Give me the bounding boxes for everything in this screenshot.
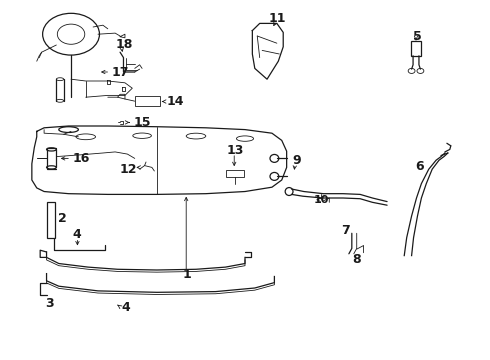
Bar [47, 202, 55, 238]
Text: 17: 17 [112, 66, 129, 78]
Text: 12: 12 [120, 163, 138, 176]
Text: 7: 7 [341, 224, 350, 237]
Bar [135, 96, 160, 106]
Text: 16: 16 [73, 152, 90, 165]
Text: 5: 5 [413, 30, 422, 42]
Text: 13: 13 [226, 144, 244, 157]
Text: 9: 9 [293, 154, 301, 167]
Text: 4: 4 [122, 301, 130, 314]
Text: 4: 4 [73, 228, 81, 241]
Text: 1: 1 [183, 268, 192, 281]
Bar [226, 170, 244, 177]
Text: 2: 2 [58, 212, 67, 225]
Text: 11: 11 [269, 12, 286, 25]
Text: 15: 15 [133, 116, 151, 129]
Text: 14: 14 [167, 95, 184, 108]
Text: 18: 18 [115, 38, 132, 51]
Text: 3: 3 [45, 297, 54, 310]
Text: 6: 6 [416, 160, 424, 173]
Bar [411, 41, 421, 56]
Text: 8: 8 [352, 253, 361, 266]
Text: 10: 10 [314, 195, 329, 205]
